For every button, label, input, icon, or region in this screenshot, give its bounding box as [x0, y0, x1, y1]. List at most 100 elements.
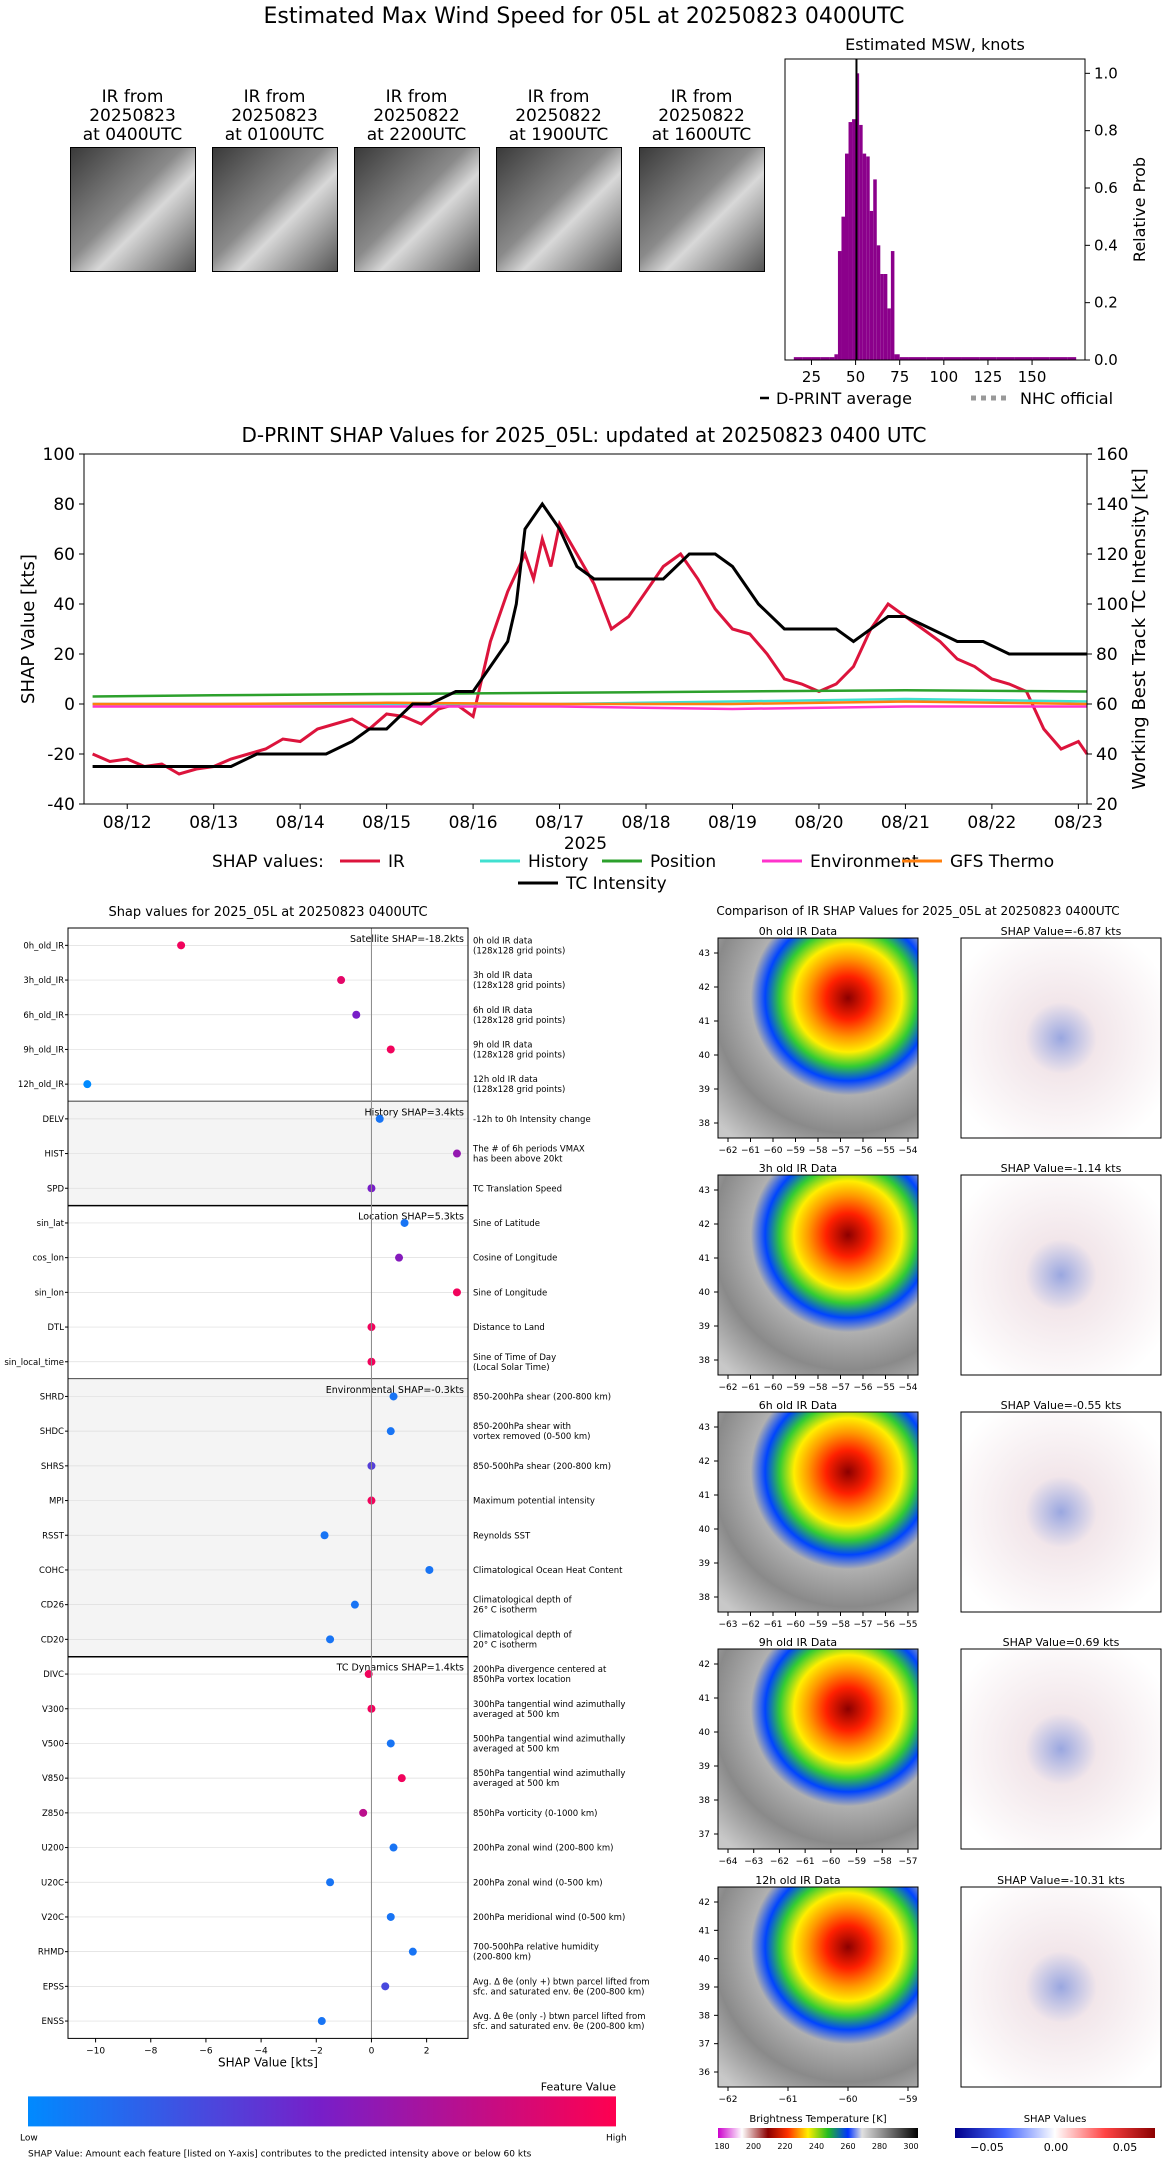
feature-name: 0h_old_IR [23, 941, 64, 951]
y-tick-label: 42 [699, 1898, 710, 1908]
feature-point [83, 1080, 92, 1089]
x-axis-label: SHAP Value [kts] [218, 2055, 318, 2069]
feature-point [359, 1808, 368, 1817]
bt-colorbar-tick: 280 [872, 2142, 887, 2151]
histogram-bar [899, 357, 909, 360]
x-tick-label: −57 [831, 1383, 850, 1393]
feature-desc: averaged at 500 km [473, 1710, 559, 1720]
feature-name: 3h_old_IR [23, 976, 64, 986]
group-label: Environmental SHAP=-0.3kts [326, 1385, 464, 1396]
y-tick-label: 42 [699, 1220, 710, 1230]
x-tick-label: −59 [847, 1857, 866, 1867]
x-axis-label: 2025 [564, 834, 607, 854]
histogram-bar [834, 354, 838, 360]
histogram-bar [943, 357, 962, 360]
ir-panel-title: 6h old IR Data [759, 1399, 837, 1412]
feature-desc: Maximum potential intensity [473, 1497, 595, 1507]
feature-point [400, 1218, 409, 1227]
x-tick-label: 08/15 [362, 813, 411, 833]
x-tick-label: −62 [719, 1383, 738, 1393]
feature-name: DTL [48, 1323, 65, 1333]
feature-desc: 200hPa zonal wind (0-500 km) [473, 1878, 603, 1888]
x-tick-label: 100 [930, 368, 959, 386]
y-tick-label: 38 [699, 1356, 711, 1366]
feature-name: RHMD [38, 1948, 65, 1958]
ir-panel-image [717, 1174, 919, 1376]
ir-panel-title: 9h old IR Data [759, 1636, 837, 1649]
thumbnail-caption: IR from 20250823 at 0400UTC [50, 88, 215, 145]
feature-name: SHDC [40, 1427, 64, 1437]
feature-name: Z850 [42, 1809, 64, 1819]
y2-tick-label: 160 [1096, 445, 1128, 465]
feature-name: U20C [41, 1878, 64, 1888]
x-tick-label: 0 [369, 2046, 375, 2056]
feature-name: sin_lon [35, 1288, 64, 1298]
feature-point [425, 1565, 434, 1574]
feature-desc: 850-200hPa shear with [473, 1422, 571, 1432]
x-tick-label: 08/17 [535, 813, 584, 833]
shap-panel-image [960, 1411, 1162, 1613]
main-title: Estimated Max Wind Speed for 05L at 2025… [263, 4, 905, 29]
y-tick-label: 42 [699, 983, 710, 993]
feature-point [395, 1253, 404, 1262]
feature-desc: averaged at 500 km [473, 1744, 559, 1754]
feature-name: 12h_old_IR [18, 1080, 64, 1090]
thumbnail-caption-line: 20250823 [231, 106, 318, 126]
feature-desc: Sine of Time of Day [473, 1353, 556, 1363]
y2-tick-label: 40 [1096, 745, 1118, 765]
shap-panel-title: SHAP Value=-0.55 kts [1001, 1399, 1122, 1412]
bt-colorbar-tick: 180 [714, 2142, 729, 2151]
bt-colorbar [718, 2128, 918, 2138]
x-tick-label: 08/16 [449, 813, 498, 833]
x-tick-label: 125 [974, 368, 1003, 386]
x-tick-label: −60 [821, 1857, 840, 1867]
ir-thumbnail-image [212, 147, 338, 272]
ir-panel-image [717, 937, 919, 1139]
thumbnail-caption-line: 20250822 [373, 106, 460, 126]
y-tick-label: 43 [699, 1423, 710, 1433]
y-tick-label: 41 [699, 1926, 710, 1936]
feature-name: sin_lat [37, 1219, 65, 1229]
x-tick-label: −55 [876, 1146, 895, 1156]
y2-tick-label: 100 [1096, 595, 1128, 615]
bt-colorbar-tick: 200 [746, 2142, 761, 2151]
feature-desc: Sine of Latitude [473, 1219, 540, 1229]
x-tick-label: 75 [890, 368, 909, 386]
bt-colorbar-title: Brightness Temperature [K] [749, 2114, 886, 2125]
x-tick-label: −54 [899, 1146, 918, 1156]
histogram-bar [1032, 357, 1050, 360]
x-tick-label: 2 [424, 2046, 430, 2056]
shap-colorbar-tick: 0.00 [1044, 2141, 1069, 2154]
x-tick-label: 08/23 [1054, 813, 1103, 833]
histogram-bar [873, 179, 877, 360]
x-tick-label: −59 [809, 1620, 828, 1630]
feature-point [320, 1531, 329, 1540]
ir-panel-title: 0h old IR Data [759, 925, 837, 938]
y-tick-label: 40 [53, 595, 75, 615]
thumbnail-caption: IR from 20250822 at 1600UTC [619, 88, 784, 145]
y-tick-label: -20 [47, 745, 75, 765]
feature-desc: has been above 20kt [473, 1155, 563, 1165]
feature-desc: Sine of Longitude [473, 1288, 547, 1298]
x-tick-label: 08/13 [189, 813, 238, 833]
ir-thumbnail-image [70, 147, 196, 272]
ir-panel-title: 3h old IR Data [759, 1162, 837, 1175]
group-label: History SHAP=3.4kts [365, 1108, 465, 1119]
histogram-bar [1049, 357, 1068, 360]
shap-colorbar-title: SHAP Values [1024, 2114, 1087, 2125]
shap-panel-title: SHAP Value=0.69 kts [1003, 1636, 1120, 1649]
y-axis-label: SHAP Value [kts] [18, 554, 39, 704]
feature-point [386, 1739, 395, 1748]
feature-desc: 850-200hPa shear (200-800 km) [473, 1392, 611, 1402]
feature-point [375, 1114, 384, 1123]
x-tick-label: −61 [796, 1857, 815, 1867]
feature-desc: 300hPa tangential wind azimuthally [473, 1700, 625, 1710]
y-tick-label: 38 [699, 2011, 711, 2021]
ir-comparison-title: Comparison of IR SHAP Values for 2025_05… [716, 904, 1119, 918]
x-tick-label: −62 [741, 1620, 760, 1630]
histogram-bar [845, 153, 849, 360]
y-tick-label: 80 [53, 495, 75, 515]
timeseries-title: D-PRINT SHAP Values for 2025_05L: update… [241, 423, 926, 447]
histogram-bar [961, 357, 980, 360]
feature-point [177, 941, 186, 950]
